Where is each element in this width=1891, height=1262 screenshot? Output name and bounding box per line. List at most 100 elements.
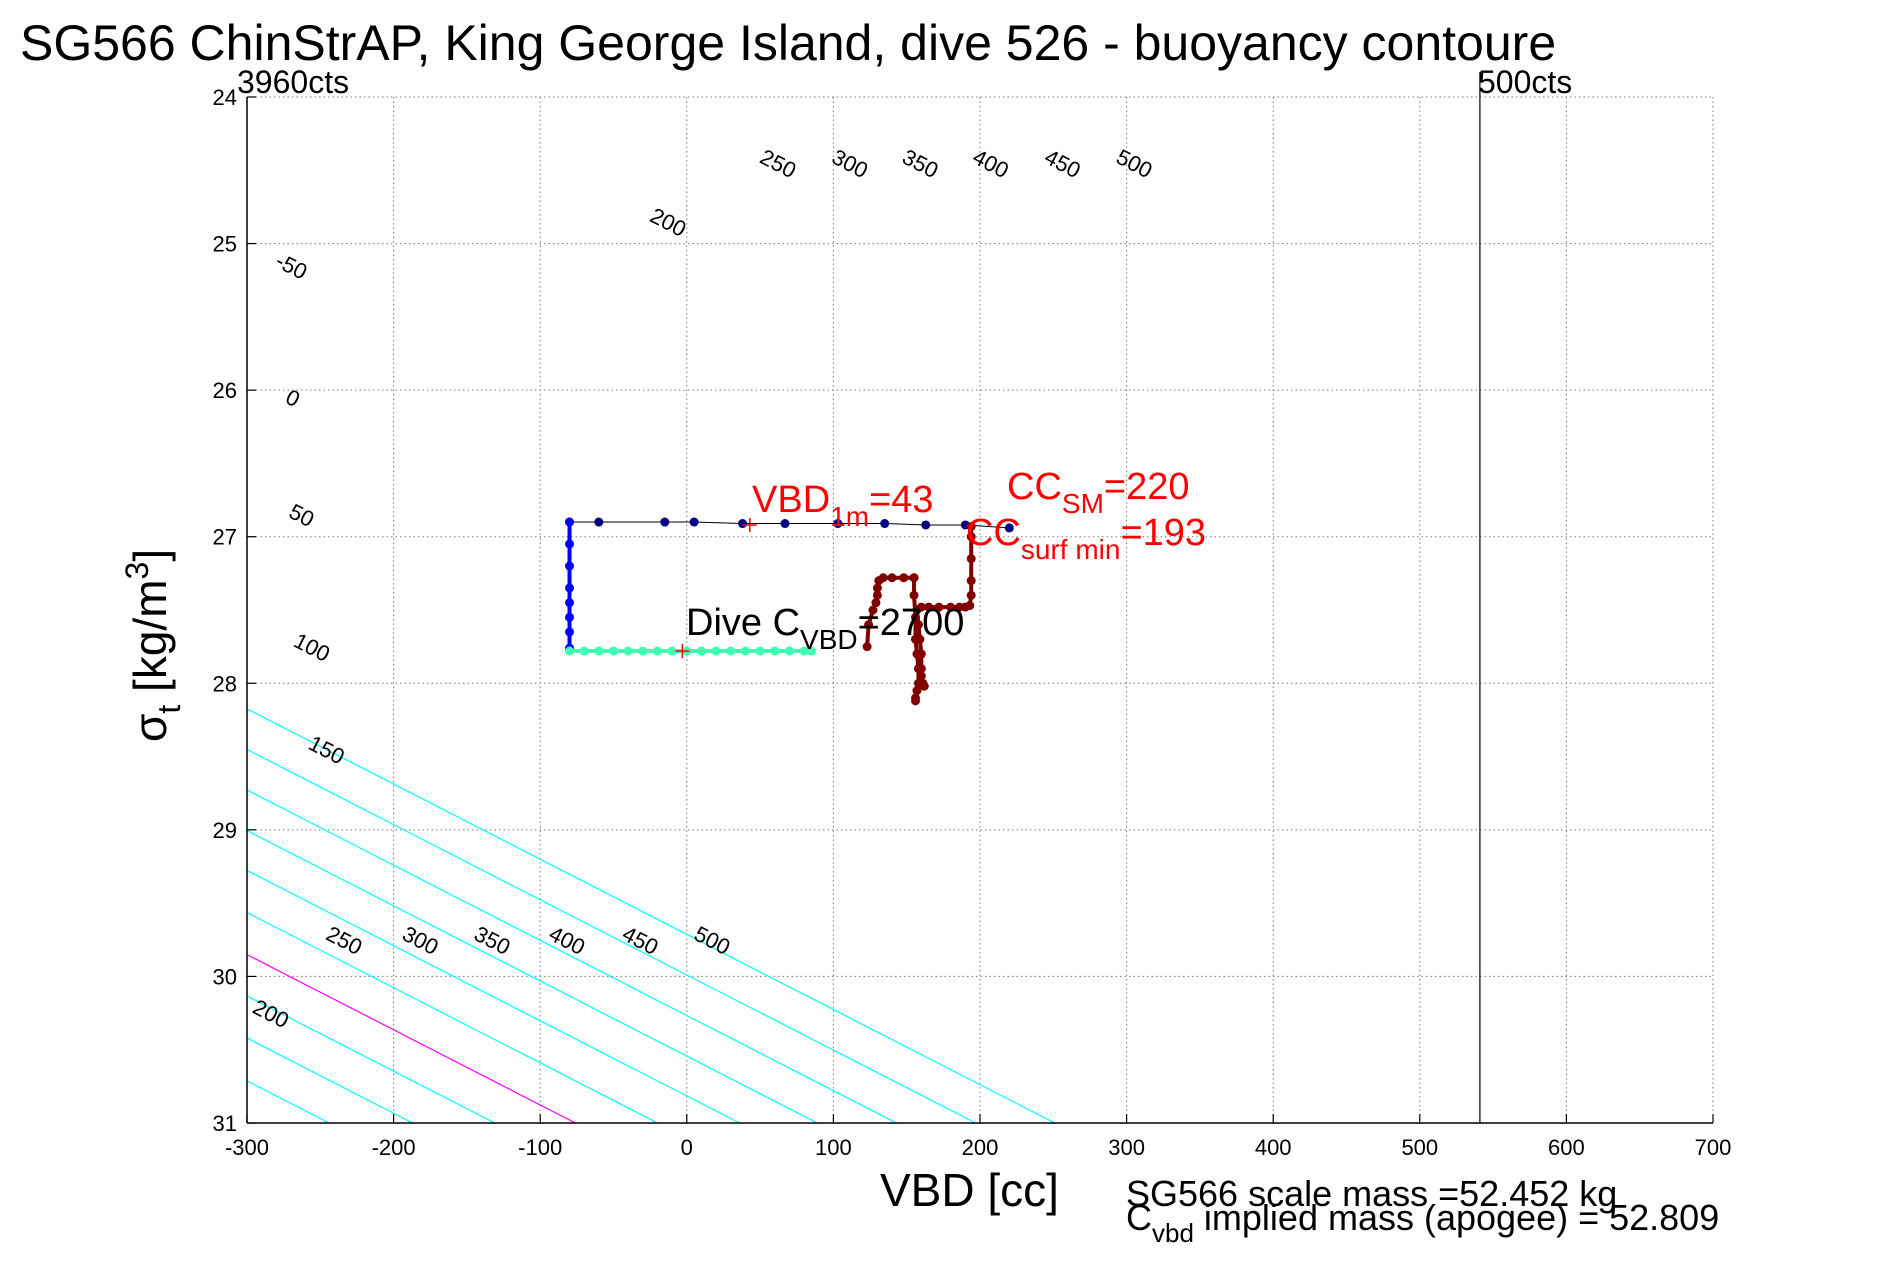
data-point xyxy=(565,627,575,637)
x-tick-label: 200 xyxy=(962,1135,999,1160)
marker-plus xyxy=(675,644,690,659)
data-point xyxy=(966,532,976,542)
top-right-count-label: 500cts xyxy=(1478,64,1572,100)
contour-line-500 xyxy=(247,708,1056,1123)
marker-plus xyxy=(742,517,757,532)
data-point xyxy=(872,590,882,600)
data-point xyxy=(565,517,575,527)
data-point xyxy=(899,573,909,583)
y-tick-label: 25 xyxy=(213,232,237,257)
data-point xyxy=(868,605,878,615)
data-point xyxy=(910,696,920,706)
y-tick-label: 24 xyxy=(213,85,237,110)
data-point xyxy=(871,598,881,608)
data-point xyxy=(594,517,604,527)
top-left-count-label: 3960cts xyxy=(237,64,349,100)
data-point xyxy=(755,646,765,656)
y-axis-label: σt [kg/m3] xyxy=(119,549,187,742)
y-tick-label: 28 xyxy=(213,671,237,696)
data-point xyxy=(726,646,736,656)
data-point xyxy=(913,620,923,630)
x-tick-label: 0 xyxy=(681,1135,693,1160)
x-tick-label: 700 xyxy=(1695,1135,1732,1160)
data-point xyxy=(780,519,790,529)
data-point xyxy=(711,646,721,656)
data-point xyxy=(965,601,975,611)
data-point xyxy=(579,646,589,656)
data-point xyxy=(880,519,890,529)
contour-line-400 xyxy=(247,789,897,1123)
data-point xyxy=(1004,523,1014,533)
annotation-cc-sm: CCSM=220 xyxy=(1007,466,1189,519)
y-axis-ticks: 24 25 26 27 28 29 30 31 xyxy=(213,85,256,1136)
y-tick-label: 30 xyxy=(213,964,237,989)
data-point xyxy=(966,576,976,586)
data-point xyxy=(833,519,843,529)
y-tick-label: 29 xyxy=(213,818,237,843)
x-axis-label: VBD [cc] xyxy=(880,1164,1059,1216)
data-point xyxy=(919,681,929,691)
data-point xyxy=(799,646,809,656)
data-point xyxy=(966,521,976,531)
data-point xyxy=(966,554,976,564)
data-point xyxy=(565,646,575,656)
data-series xyxy=(565,517,1014,706)
data-point xyxy=(909,590,919,600)
contour-line-450 xyxy=(247,748,976,1123)
data-point xyxy=(738,519,748,529)
contour-lines xyxy=(247,708,1056,1123)
data-point xyxy=(872,583,882,593)
data-point xyxy=(784,646,794,656)
scale-mass-text: SG566 scale mass =52.452 kg xyxy=(1126,1173,1617,1214)
data-point xyxy=(660,517,670,527)
data-point xyxy=(594,646,604,656)
data-point xyxy=(878,573,888,583)
data-point xyxy=(934,602,944,612)
data-point xyxy=(623,646,633,656)
data-point xyxy=(946,602,956,612)
data-markers xyxy=(675,517,757,659)
data-point xyxy=(916,671,926,681)
data-point xyxy=(912,686,922,696)
data-point xyxy=(924,602,934,612)
data-point xyxy=(862,642,872,652)
x-tick-label: -200 xyxy=(372,1135,416,1160)
data-point xyxy=(638,646,648,656)
data-point xyxy=(864,620,874,630)
x-tick-label: 400 xyxy=(1255,1135,1292,1160)
data-point xyxy=(689,517,699,527)
data-point xyxy=(565,561,575,571)
x-tick-label: -300 xyxy=(225,1135,269,1160)
annotation-dive-c-vbd: Dive CVBD=2700 xyxy=(686,602,964,655)
data-point xyxy=(565,612,575,622)
data-point xyxy=(966,590,976,600)
x-tick-label: 300 xyxy=(1108,1135,1145,1160)
grid xyxy=(247,96,1714,1123)
data-point xyxy=(652,646,662,656)
y-tick-label: 31 xyxy=(213,1111,237,1136)
annotation-cc-surf-min: CCsurf min=193 xyxy=(966,512,1206,565)
data-point xyxy=(565,583,575,593)
data-point xyxy=(740,646,750,656)
data-point xyxy=(609,646,618,656)
annotation-vbd-1m: VBD1m=43 xyxy=(752,479,934,532)
data-point xyxy=(806,646,816,656)
data-point xyxy=(915,634,925,644)
data-point xyxy=(565,598,575,608)
data-point xyxy=(916,649,926,659)
y-tick-label: 26 xyxy=(213,378,237,403)
x-tick-label: 600 xyxy=(1548,1135,1585,1160)
x-tick-label: -100 xyxy=(518,1135,562,1160)
implied-mass-text: Cvbd implied mass (apogee) = 52.809 xyxy=(1126,1197,1719,1248)
data-point xyxy=(921,520,931,530)
x-tick-label: 500 xyxy=(1401,1135,1438,1160)
data-point xyxy=(909,573,919,583)
data-point xyxy=(696,646,706,656)
data-point xyxy=(916,602,926,612)
contour-line-250 xyxy=(247,911,658,1123)
data-point xyxy=(887,573,897,583)
data-point xyxy=(565,539,575,549)
data-point xyxy=(916,664,926,674)
data-point xyxy=(667,646,677,656)
